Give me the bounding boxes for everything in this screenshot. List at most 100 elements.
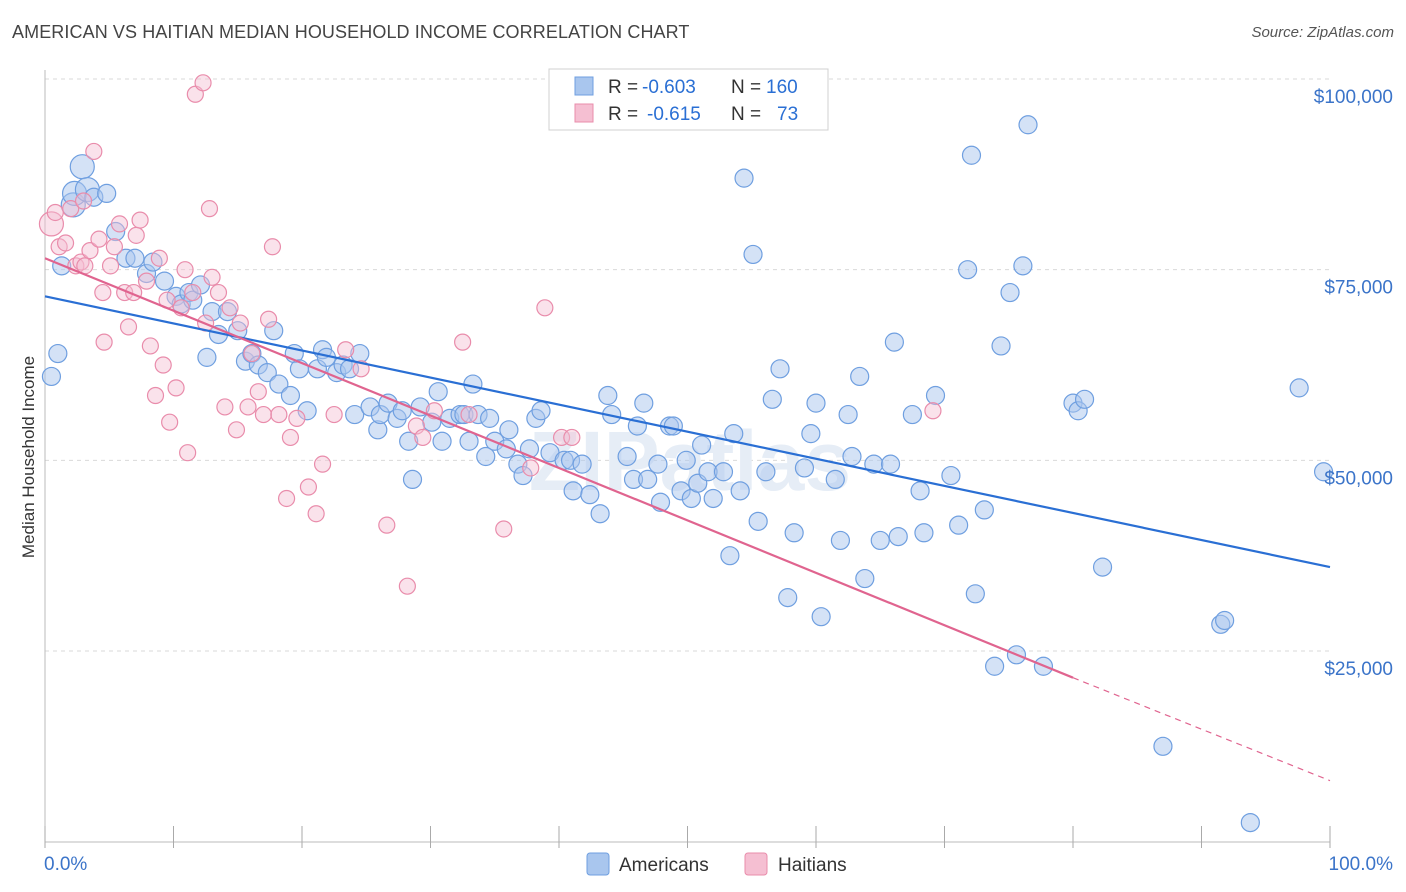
data-point-haitians <box>325 405 343 424</box>
data-point-americans <box>720 546 740 566</box>
data-point-haitians <box>167 379 185 397</box>
data-point-americans <box>634 393 654 413</box>
data-point-haitians <box>243 344 261 363</box>
data-point-haitians <box>216 398 234 416</box>
y-tick-label: $50,000 <box>1324 468 1393 489</box>
data-point-haitians <box>378 516 396 534</box>
data-point-haitians <box>85 142 103 161</box>
data-point-haitians <box>94 283 112 302</box>
bottom-legend-swatch-haitians <box>744 852 768 876</box>
data-point-americans <box>257 363 277 383</box>
data-point-haitians <box>203 268 221 286</box>
data-point-haitians <box>110 215 129 233</box>
data-point-americans <box>888 526 908 547</box>
data-point-haitians <box>313 455 332 473</box>
data-point-americans <box>985 656 1005 676</box>
data-point-americans <box>1018 115 1038 135</box>
data-point-americans <box>961 145 982 165</box>
data-point-americans <box>1013 256 1033 276</box>
trend-line-haitians <box>44 257 1074 679</box>
data-point-americans <box>476 446 496 467</box>
data-point-americans <box>48 343 68 364</box>
legend-n-value: 73 <box>777 104 798 125</box>
data-point-haitians <box>259 310 278 328</box>
data-point-americans <box>756 462 776 482</box>
data-point-americans <box>531 401 551 421</box>
data-point-haitians <box>281 428 300 447</box>
data-point-americans <box>743 244 763 265</box>
x-tick-label: 0.0% <box>44 854 87 875</box>
data-point-americans <box>974 500 994 520</box>
data-point-americans <box>648 454 668 474</box>
data-point-americans <box>1240 812 1260 833</box>
data-point-haitians <box>307 505 325 523</box>
data-point-americans <box>713 462 734 482</box>
legend-n-label: N = <box>731 77 761 98</box>
trend-line-haitians-extension <box>1072 677 1331 782</box>
data-point-americans <box>811 607 831 627</box>
legend-swatch-americans <box>574 76 594 96</box>
data-point-americans <box>572 454 592 474</box>
data-point-americans <box>884 332 904 352</box>
data-point-haitians <box>56 234 75 252</box>
data-point-haitians <box>563 428 581 447</box>
axes <box>44 70 1331 848</box>
source-label: Source: ZipAtlas.com <box>1251 24 1394 41</box>
data-point-americans <box>991 336 1011 356</box>
data-point-americans <box>770 359 790 379</box>
data-point-haitians <box>119 318 138 336</box>
data-point-haitians <box>74 192 93 210</box>
data-point-haitians <box>38 211 65 237</box>
data-point-americans <box>762 389 782 409</box>
bottom-legend-label-haitians: Haitians <box>778 855 847 876</box>
data-point-americans <box>563 481 583 501</box>
data-point-americans <box>345 404 365 425</box>
data-point-haitians <box>194 74 212 92</box>
data-point-americans <box>734 168 754 188</box>
data-point-haitians <box>101 257 120 275</box>
data-point-americans <box>676 450 696 470</box>
data-point-americans <box>402 469 423 489</box>
data-point-haitians <box>141 337 159 355</box>
data-point-haitians <box>249 383 267 401</box>
data-point-americans <box>264 321 284 341</box>
data-point-haitians <box>154 356 172 374</box>
data-point-haitians <box>137 272 156 290</box>
data-point-americans <box>870 530 890 551</box>
data-point-americans <box>41 366 62 387</box>
legend-n-label: N = <box>731 104 761 125</box>
data-point-haitians <box>46 203 64 222</box>
data-point-haitians <box>150 249 168 267</box>
legend-r-label: R = <box>608 104 638 125</box>
data-point-americans <box>197 347 217 367</box>
data-point-americans <box>1000 282 1020 303</box>
data-point-americans <box>154 271 175 291</box>
data-point-americans <box>949 515 969 535</box>
legend-n-value: 160 <box>766 77 798 98</box>
data-point-americans <box>617 446 637 467</box>
data-point-haitians <box>299 478 318 496</box>
data-point-haitians <box>90 230 108 248</box>
data-point-haitians <box>522 459 540 477</box>
data-point-americans <box>580 485 600 505</box>
data-point-americans <box>730 481 750 501</box>
data-point-americans <box>432 431 452 451</box>
data-point-americans <box>806 393 826 413</box>
data-point-haitians <box>105 238 123 256</box>
data-point-haitians <box>131 211 149 229</box>
data-point-haitians <box>62 200 80 218</box>
data-point-haitians <box>239 398 257 416</box>
data-point-americans <box>958 260 978 280</box>
bottom-legend-label-americans: Americans <box>619 855 709 876</box>
data-point-haitians <box>200 200 219 218</box>
data-point-haitians <box>924 402 942 420</box>
data-point-americans <box>801 424 821 444</box>
data-point-americans <box>914 523 934 543</box>
data-point-americans <box>703 488 723 509</box>
data-point-americans <box>463 374 483 394</box>
trend-lines <box>44 257 1331 782</box>
data-point-haitians <box>460 405 478 424</box>
data-point-americans <box>855 568 875 589</box>
data-point-haitians <box>81 242 99 260</box>
